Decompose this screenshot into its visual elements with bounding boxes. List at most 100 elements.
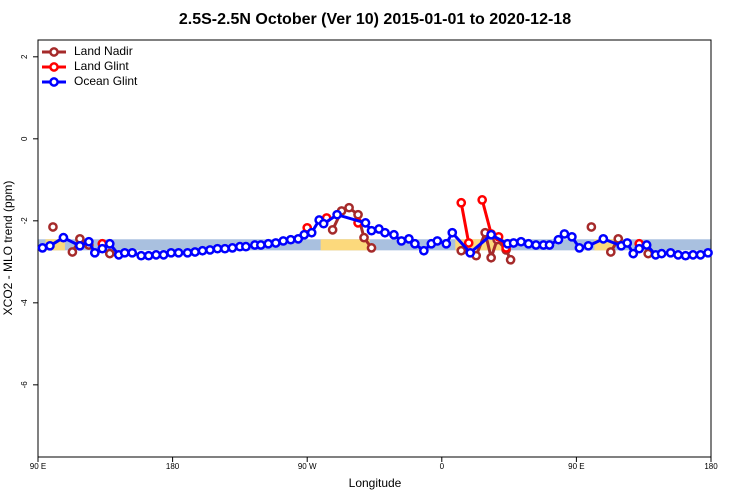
data-point (622, 238, 633, 248)
data-point (703, 247, 713, 258)
data-point (58, 232, 69, 243)
data-point (332, 209, 342, 220)
data-point (360, 218, 371, 228)
data-point (166, 247, 176, 258)
y-axis-label: XCO2 - MLO trend (ppm) (1, 181, 15, 316)
data-point (695, 250, 706, 260)
data-point (366, 243, 377, 253)
data-point (327, 224, 338, 235)
data-point (641, 240, 652, 250)
x-tick-label: 0 (440, 462, 445, 471)
data-point (486, 252, 497, 263)
legend-marker (49, 77, 59, 87)
y-tick-label: 2 (20, 54, 29, 59)
data-point (404, 234, 414, 244)
data-point (628, 248, 639, 259)
legend-marker (49, 47, 59, 57)
data-point (531, 240, 541, 250)
data-point (197, 245, 208, 256)
data-point (432, 236, 443, 246)
data-point (104, 238, 115, 249)
legend-marker (49, 62, 59, 72)
data-point (505, 254, 516, 265)
data-point (83, 236, 94, 247)
data-point (634, 243, 645, 254)
data-point (559, 229, 570, 239)
data-point (688, 250, 698, 260)
data-point (270, 238, 281, 248)
data-point (45, 240, 55, 251)
legend-label: Land Glint (74, 59, 129, 73)
data-point (523, 238, 534, 249)
data-point (127, 247, 138, 258)
data-point (48, 222, 58, 232)
data-point (586, 222, 597, 232)
data-point (665, 247, 676, 258)
data-point (508, 238, 519, 248)
y-tick-label: -6 (20, 381, 29, 389)
data-point (136, 250, 147, 261)
data-point (285, 234, 296, 245)
data-point (441, 238, 452, 249)
data-point (673, 250, 683, 260)
data-point (447, 227, 458, 238)
data-point (151, 250, 161, 260)
x-tick-label: 90 W (298, 462, 317, 471)
data-point (456, 197, 467, 208)
x-tick-label: 180 (704, 462, 718, 471)
data-point (97, 243, 108, 254)
legend-label: Land Nadir (74, 44, 133, 58)
uncertainty-band (455, 239, 511, 251)
x-tick-label: 180 (166, 462, 180, 471)
data-point (75, 240, 85, 251)
data-point (263, 238, 274, 249)
data-point (173, 247, 184, 258)
data-point (241, 241, 251, 252)
data-point (158, 250, 169, 260)
y-tick-label: 0 (20, 136, 29, 141)
data-point (419, 245, 429, 256)
data-point (656, 248, 667, 259)
data-point (205, 245, 215, 255)
x-tick-label: 90 E (568, 462, 584, 471)
data-point (680, 250, 691, 261)
data-point (456, 245, 467, 256)
uncertainty-band (594, 239, 614, 251)
x-tick-label: 90 E (30, 462, 46, 471)
data-point (278, 236, 289, 246)
data-point (583, 240, 594, 251)
data-point (37, 243, 48, 253)
legend-label: Ocean Glint (74, 74, 138, 88)
data-point (220, 243, 230, 254)
data-point (463, 238, 474, 248)
data-point (353, 209, 363, 220)
data-point (574, 243, 585, 253)
data-point (553, 234, 564, 245)
data-point (544, 240, 555, 250)
data-point (344, 202, 354, 213)
data-point (119, 247, 130, 258)
data-point (190, 247, 200, 257)
data-point (318, 218, 329, 229)
data-point (410, 238, 420, 249)
data-point (182, 247, 193, 258)
data-point (306, 227, 317, 238)
data-point (255, 240, 266, 250)
data-point (89, 247, 100, 258)
uncertainty-band (320, 239, 371, 251)
data-point (486, 229, 497, 240)
data-point (212, 243, 223, 254)
data-point (598, 234, 609, 244)
data-point (143, 250, 154, 261)
data-point (567, 231, 577, 242)
data-point (605, 247, 616, 257)
data-point (477, 195, 488, 205)
data-point (465, 247, 476, 258)
y-tick-label: -2 (20, 217, 29, 225)
data-point (396, 236, 407, 246)
data-point (104, 248, 115, 259)
chart-title: 2.5S-2.5N October (Ver 10) 2015-01-01 to… (179, 11, 571, 28)
data-point (516, 236, 526, 247)
uncertainty-band (45, 239, 65, 251)
